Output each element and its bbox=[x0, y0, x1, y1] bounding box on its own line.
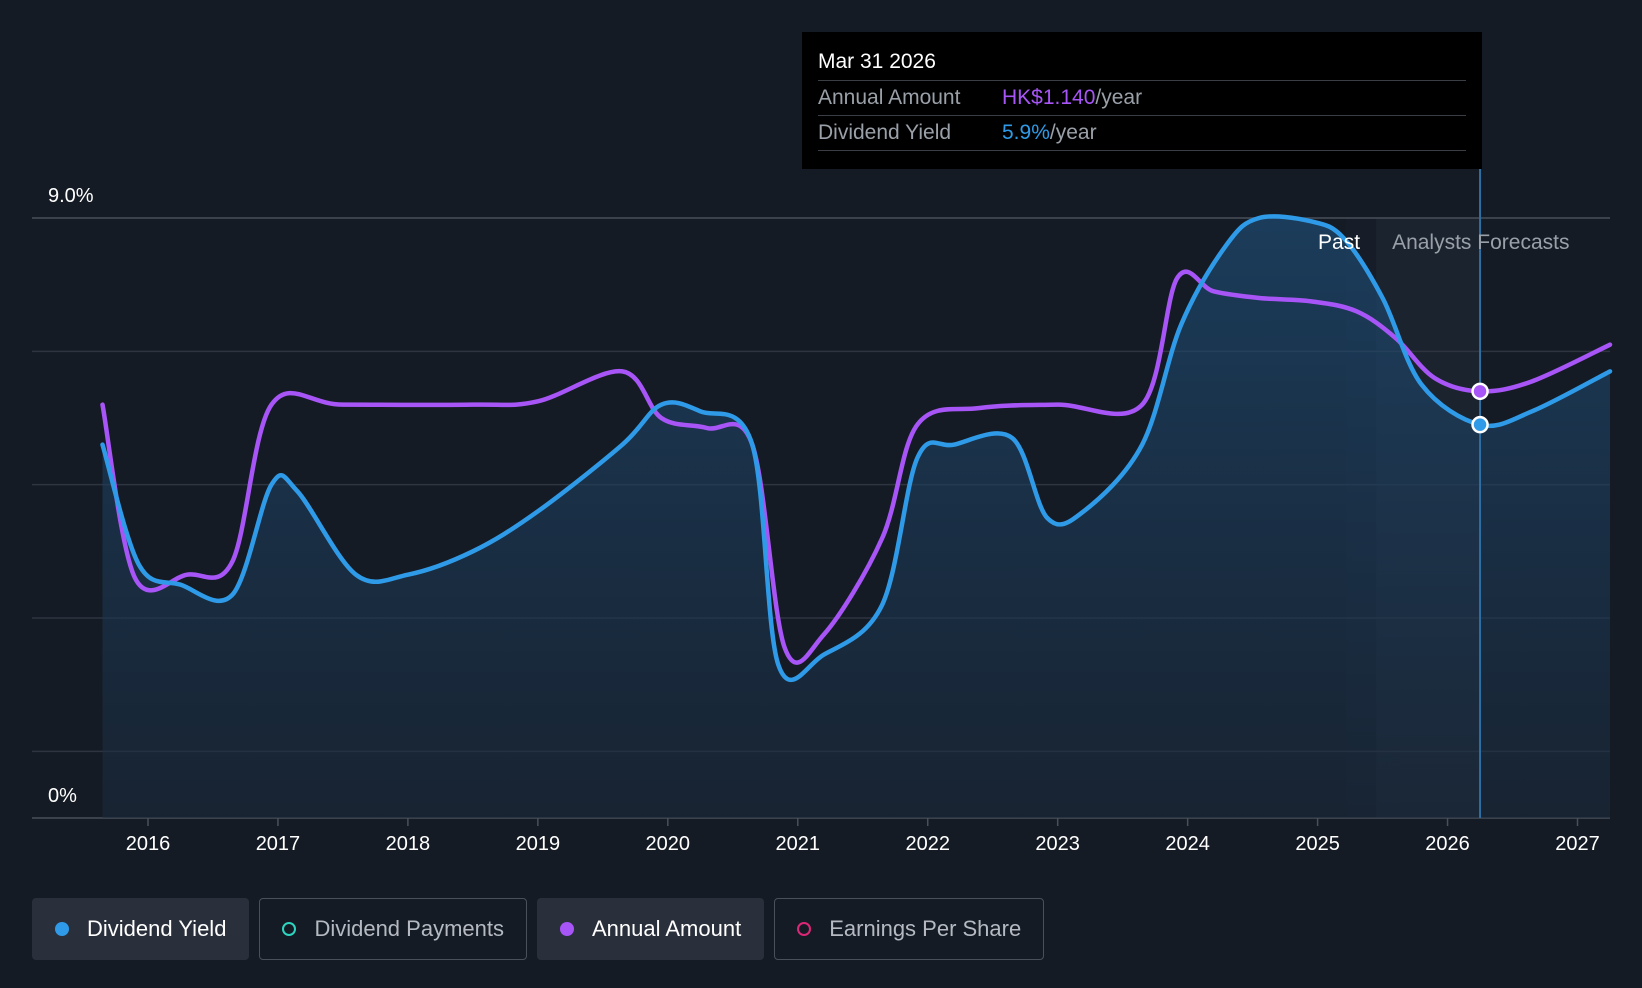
dividend-yield-marker bbox=[1471, 415, 1489, 434]
legend-item-dividend-payments[interactable]: Dividend Payments bbox=[259, 898, 527, 960]
x-tick-label: 2026 bbox=[1425, 833, 1470, 855]
x-tick-label: 2016 bbox=[126, 833, 171, 855]
forecast-label: Analysts Forecasts bbox=[1392, 231, 1569, 254]
legend-dot-icon bbox=[282, 922, 297, 936]
tooltip-row-annual-amount: Annual Amount HK$1.140 /year bbox=[818, 81, 1466, 116]
past-label: Past bbox=[1318, 231, 1360, 254]
tooltip-unit: /year bbox=[1095, 86, 1143, 109]
x-tick-label: 2017 bbox=[256, 833, 301, 855]
dividend-yield-area bbox=[102, 216, 1611, 819]
x-tick-label: 2021 bbox=[776, 833, 821, 855]
legend-item-dividend-yield[interactable]: Dividend Yield bbox=[32, 898, 250, 960]
legend-item-earnings-per-share[interactable]: Earnings Per Share bbox=[774, 898, 1045, 960]
y-axis-label-top: 9.0% bbox=[48, 185, 94, 207]
tooltip-unit: /year bbox=[1049, 121, 1097, 144]
annual-amount-line bbox=[100, 269, 1613, 665]
tooltip-value: 5.9% bbox=[1002, 121, 1050, 144]
legend-label: Earnings Per Share bbox=[829, 916, 1022, 941]
annual-amount-marker bbox=[1471, 382, 1489, 401]
x-tick-label: 2024 bbox=[1165, 833, 1210, 855]
x-tick-label: 2025 bbox=[1295, 833, 1340, 855]
x-tick-label: 2018 bbox=[386, 833, 431, 855]
legend-label: Dividend Yield bbox=[87, 916, 227, 941]
legend-dot-icon bbox=[559, 922, 574, 936]
legend-item-annual-amount[interactable]: Annual Amount bbox=[536, 898, 765, 960]
x-tick-label: 2022 bbox=[905, 833, 950, 855]
x-tick-label: 2027 bbox=[1555, 833, 1600, 855]
tooltip-label: Annual Amount bbox=[818, 86, 961, 109]
legend-label: Annual Amount bbox=[591, 916, 742, 941]
tooltip-date: Mar 31 2026 bbox=[818, 44, 1466, 81]
x-tick-label: 2020 bbox=[646, 833, 691, 855]
y-axis-label-bottom: 0% bbox=[48, 785, 77, 807]
tooltip: Mar 31 2026 Annual Amount HK$1.140 /year… bbox=[802, 32, 1482, 169]
x-tick-label: 2023 bbox=[1035, 833, 1080, 855]
tooltip-label: Dividend Yield bbox=[818, 121, 952, 144]
legend-dot-icon bbox=[797, 922, 812, 936]
x-tick-label: 2019 bbox=[516, 833, 561, 855]
tooltip-value: HK$1.140 bbox=[1002, 86, 1096, 109]
legend-dot-icon bbox=[55, 922, 69, 936]
legend: Dividend Yield Dividend Payments Annual … bbox=[32, 898, 1045, 960]
legend-label: Dividend Payments bbox=[314, 916, 504, 941]
dividend-yield-line bbox=[100, 214, 1613, 683]
tooltip-row-dividend-yield: Dividend Yield 5.9% /year bbox=[818, 116, 1466, 151]
